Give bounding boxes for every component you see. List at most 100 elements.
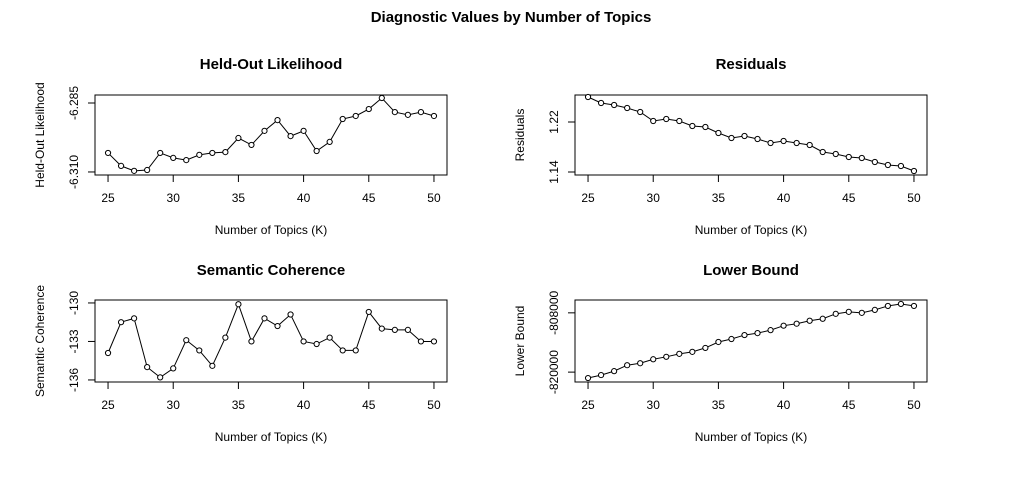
y-tick-label: -130 <box>67 291 81 315</box>
data-point <box>196 151 203 158</box>
data-point <box>287 133 294 140</box>
data-point <box>235 301 242 308</box>
data-point <box>117 319 125 326</box>
data-point <box>871 158 878 166</box>
figure-title: Diagnostic Values by Number of Topics <box>371 9 652 26</box>
data-point <box>326 138 333 145</box>
data-point <box>104 149 112 157</box>
x-tick-label: 25 <box>101 191 115 205</box>
plot-box <box>574 94 928 176</box>
data-point <box>339 115 346 123</box>
data-point <box>858 309 865 316</box>
y-axis-label: Residuals <box>513 109 527 162</box>
panel-title: Semantic Coherence <box>197 262 345 279</box>
data-point <box>597 99 605 107</box>
data-point <box>274 322 281 330</box>
data-point <box>131 167 138 174</box>
x-tick-label: 40 <box>297 191 311 205</box>
data-point <box>378 325 385 332</box>
data-point <box>144 364 151 371</box>
data-point <box>417 338 425 345</box>
data-point <box>832 310 839 317</box>
x-tick-label: 35 <box>232 191 246 205</box>
x-tick-label: 50 <box>907 398 921 412</box>
data-point <box>378 94 385 102</box>
data-point <box>313 147 320 155</box>
x-tick-label: 30 <box>647 191 661 205</box>
data-point <box>326 334 333 341</box>
y-axis-label: Semantic Coherence <box>33 285 47 397</box>
data-point <box>858 154 865 162</box>
data-point <box>313 340 320 348</box>
data-point <box>650 117 657 125</box>
y-tick-label: -820000 <box>547 350 561 394</box>
x-tick-label: 45 <box>842 398 856 412</box>
data-point <box>650 356 657 363</box>
data-point <box>832 150 839 158</box>
data-point <box>910 302 918 310</box>
plot-box <box>94 94 448 176</box>
data-point <box>637 360 644 367</box>
y-tick-label: 1.22 <box>547 110 561 134</box>
data-point <box>611 368 618 375</box>
data-point <box>663 353 670 360</box>
data-point <box>597 371 605 379</box>
data-point <box>780 137 787 145</box>
x-tick-label: 25 <box>581 398 595 412</box>
x-tick-label: 50 <box>907 191 921 205</box>
data-point <box>300 338 307 345</box>
data-point <box>584 374 592 382</box>
x-tick-label: 40 <box>297 398 311 412</box>
data-point <box>676 117 683 125</box>
data-point <box>287 311 294 318</box>
data-point <box>352 347 359 354</box>
data-point <box>702 344 709 352</box>
data-point <box>663 115 670 123</box>
data-point <box>689 348 696 355</box>
data-point <box>235 134 242 142</box>
y-tick-label: -133 <box>67 329 81 353</box>
data-point <box>365 308 372 316</box>
y-tick-label: -6.310 <box>67 155 81 189</box>
data-point <box>741 132 748 140</box>
data-point <box>248 338 255 345</box>
data-point <box>637 108 644 116</box>
x-tick-label: 30 <box>167 191 181 205</box>
data-point <box>222 149 229 156</box>
data-point <box>117 162 125 169</box>
x-axis-label: Number of Topics (K) <box>215 223 327 237</box>
y-tick-label: -6.285 <box>67 86 81 120</box>
data-point <box>222 334 229 341</box>
x-tick-label: 25 <box>581 191 595 205</box>
data-point <box>793 139 800 147</box>
data-point <box>884 161 891 169</box>
data-point <box>157 149 164 157</box>
data-point <box>676 350 683 357</box>
data-point <box>391 109 398 116</box>
data-point <box>183 337 190 344</box>
data-point <box>754 135 761 143</box>
data-point <box>767 327 774 334</box>
plot-box <box>574 299 928 383</box>
x-tick-label: 35 <box>712 191 726 205</box>
data-point <box>196 347 203 354</box>
data-point <box>183 157 190 164</box>
data-point <box>806 317 813 324</box>
data-point <box>144 166 151 174</box>
data-point <box>819 315 826 322</box>
data-point <box>624 104 631 112</box>
panel-title: Held-Out Likelihood <box>200 56 343 73</box>
data-point <box>611 101 618 109</box>
x-axis-label: Number of Topics (K) <box>215 430 327 444</box>
data-point <box>767 139 774 147</box>
y-tick-label: 1.14 <box>547 160 561 184</box>
x-tick-label: 45 <box>842 191 856 205</box>
data-point <box>170 365 177 372</box>
data-point <box>404 111 411 118</box>
data-point <box>365 105 372 113</box>
data-point <box>754 329 761 337</box>
x-tick-label: 25 <box>101 398 115 412</box>
x-axis-label: Number of Topics (K) <box>695 223 807 237</box>
